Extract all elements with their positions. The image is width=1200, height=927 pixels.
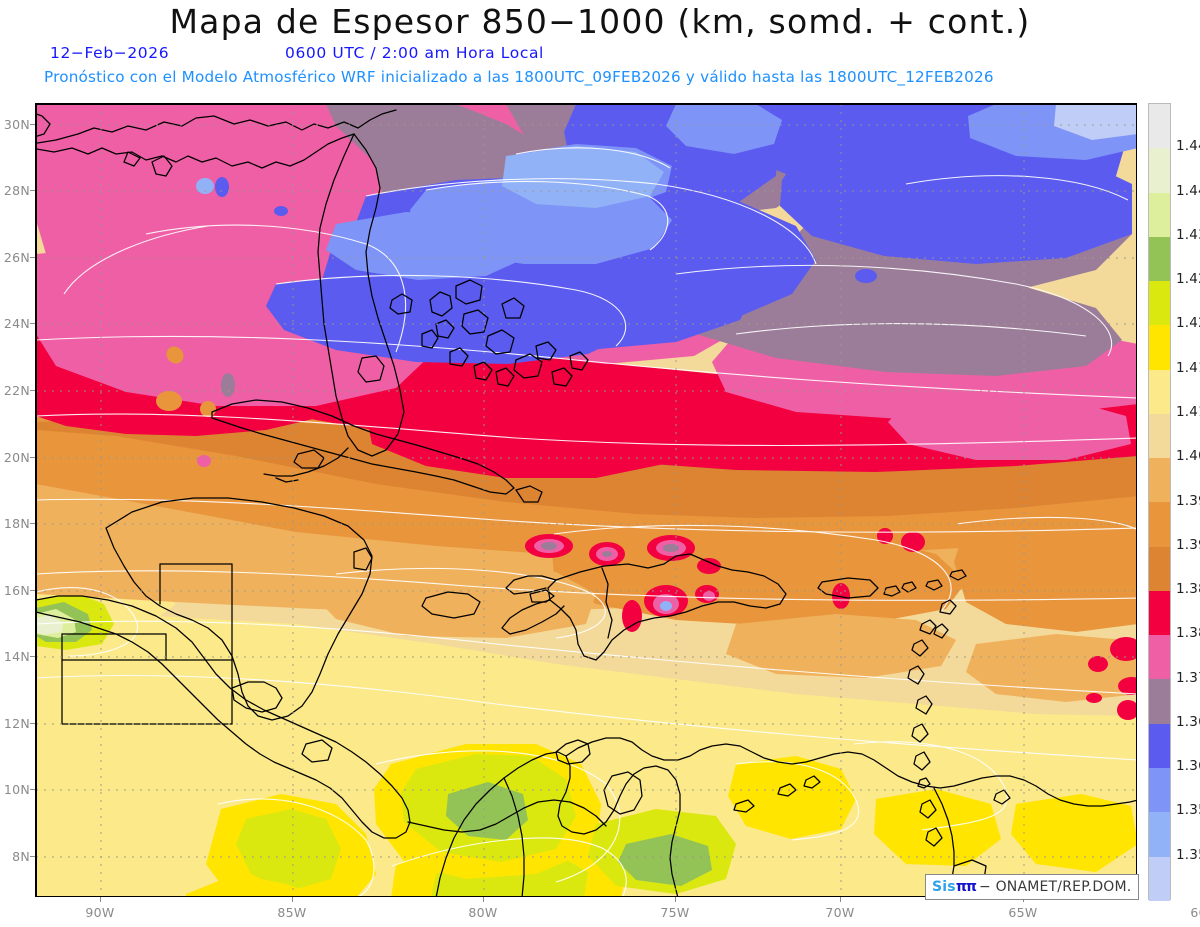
lat-label-14n: 14N [3, 649, 30, 664]
colorbar-band-17 [1149, 856, 1170, 901]
colorbar-band-5 [1149, 325, 1170, 370]
colorbar-tick-1.356: 1.356 [1176, 802, 1200, 819]
lat-label-22n: 22N [3, 383, 30, 398]
colorbar-band-8 [1149, 458, 1170, 503]
model-description: Pronóstico con el Modelo Atmosférico WRF… [44, 68, 994, 86]
forecast-time: 0600 UTC / 2:00 am Hora Local [285, 44, 544, 62]
lat-tick [30, 523, 35, 524]
lon-label-60w: 60W [1190, 905, 1200, 920]
lat-tick [30, 590, 35, 591]
colorbar-tick-1.392: 1.392 [1176, 536, 1200, 553]
colorbar-band-16 [1149, 812, 1170, 857]
lat-label-26n: 26N [3, 250, 30, 265]
colorbar-tick-1.428: 1.428 [1176, 271, 1200, 288]
lat-tick [30, 190, 35, 191]
colorbar-band-4 [1149, 281, 1170, 326]
forecast-date: 12−Feb−2026 [50, 44, 170, 62]
colorbar-tick-1.38: 1.38 [1176, 625, 1200, 642]
lon-tick [100, 897, 101, 902]
colorbar-tick-1.398: 1.398 [1176, 492, 1200, 509]
lat-label-28n: 28N [3, 183, 30, 198]
contour-map [36, 104, 1136, 896]
colorbar-band-13 [1149, 679, 1170, 724]
credit-sis: Sis [932, 879, 956, 895]
credit-tt: ππ [955, 879, 977, 895]
lat-tick [30, 856, 35, 857]
colorbar-band-1 [1149, 148, 1170, 193]
colorbar-tick-1.41: 1.41 [1176, 403, 1200, 420]
lat-label-10n: 10N [3, 782, 30, 797]
lat-label-12n: 12N [3, 716, 30, 731]
lon-label-85w: 85W [277, 905, 307, 920]
lon-tick [840, 897, 841, 902]
colorbar-tick-1.35: 1.35 [1176, 846, 1200, 863]
lon-label-80w: 80W [468, 905, 498, 920]
lat-tick [30, 257, 35, 258]
colorbar-band-2 [1149, 192, 1170, 237]
colorbar-band-14 [1149, 723, 1170, 768]
map-canvas[interactable] [35, 103, 1137, 897]
lon-label-75w: 75W [660, 905, 690, 920]
colorbar-band-9 [1149, 502, 1170, 547]
lat-label-16n: 16N [3, 583, 30, 598]
lon-label-90w: 90W [85, 905, 115, 920]
lat-tick [30, 656, 35, 657]
colorbar-band-15 [1149, 767, 1170, 813]
lon-tick [483, 897, 484, 902]
lon-label-70w: 70W [825, 905, 855, 920]
colorbar-tick-1.368: 1.368 [1176, 713, 1200, 730]
colorbar-band-6 [1149, 369, 1170, 414]
lat-label-20n: 20N [3, 450, 30, 465]
colorbar-tick-1.446: 1.446 [1176, 138, 1200, 155]
colorbar-tick-1.374: 1.374 [1176, 669, 1200, 686]
colorbar[interactable] [1148, 103, 1171, 901]
lat-tick [30, 457, 35, 458]
colorbar-tick-1.434: 1.434 [1176, 226, 1200, 243]
colorbar-band-10 [1149, 546, 1170, 591]
lat-tick [30, 723, 35, 724]
lat-tick [30, 124, 35, 125]
page-title: Mapa de Espesor 850−1000 (km, somd. + co… [169, 2, 1031, 41]
lat-tick [30, 390, 35, 391]
lon-label-65w: 65W [1008, 905, 1038, 920]
lat-tick [30, 789, 35, 790]
lon-tick [292, 897, 293, 902]
lon-tick [675, 897, 676, 902]
credit-badge: Sis ππ − ONAMET/REP.DOM. [925, 874, 1140, 900]
lat-label-18n: 18N [3, 516, 30, 531]
colorbar-band-0 [1149, 104, 1170, 149]
colorbar-tick-1.386: 1.386 [1176, 581, 1200, 598]
colorbar-tick-1.362: 1.362 [1176, 758, 1200, 775]
colorbar-tick-1.404: 1.404 [1176, 448, 1200, 465]
colorbar-band-12 [1149, 635, 1170, 680]
colorbar-tick-1.422: 1.422 [1176, 315, 1200, 332]
colorbar-tick-1.44: 1.44 [1176, 182, 1200, 199]
colorbar-band-7 [1149, 413, 1170, 459]
credit-rest: − ONAMET/REP.DOM. [978, 879, 1132, 895]
colorbar-tick-1.416: 1.416 [1176, 359, 1200, 376]
lat-label-30n: 30N [3, 117, 30, 132]
colorbar-band-3 [1149, 236, 1170, 282]
colorbar-band-11 [1149, 590, 1170, 636]
lat-tick [30, 323, 35, 324]
lat-label-8n: 8N [12, 849, 30, 864]
lat-label-24n: 24N [3, 316, 30, 331]
